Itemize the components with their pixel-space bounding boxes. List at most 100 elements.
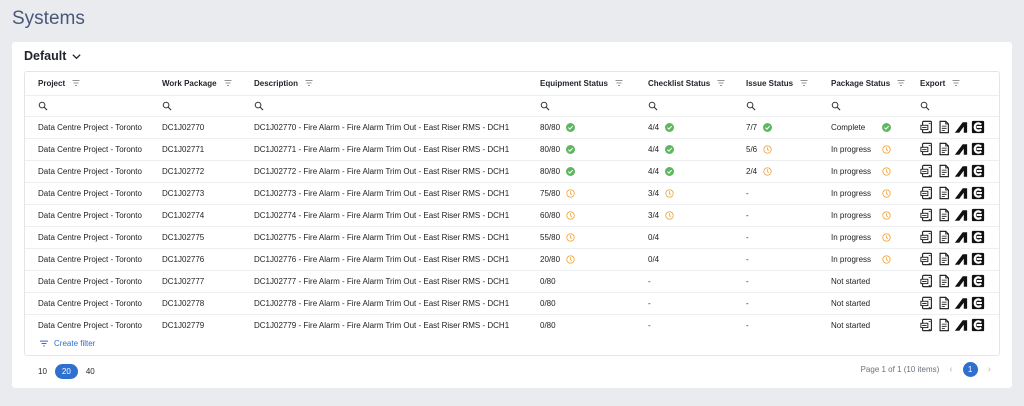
table-row[interactable]: Data Centre Project - Toronto DC1J02777 DC…	[25, 270, 999, 293]
pdf-file-icon[interactable]	[937, 120, 951, 134]
autodesk-icon[interactable]	[954, 164, 968, 178]
table-row[interactable]: Data Centre Project - Toronto DC1J02771 DC…	[25, 138, 999, 161]
pdf-file-icon[interactable]	[937, 296, 951, 310]
pdf-document-icon[interactable]	[920, 230, 934, 244]
column-filter-icon[interactable]	[304, 79, 314, 87]
autodesk-icon[interactable]	[954, 230, 968, 244]
search-icon[interactable]	[540, 101, 550, 111]
issue-status: 7/7	[746, 122, 818, 132]
search-icon[interactable]	[648, 101, 658, 111]
column-filter-icon[interactable]	[716, 79, 726, 87]
table-row[interactable]: Data Centre Project - Toronto DC1J02773 DC…	[25, 182, 999, 205]
pdf-file-icon[interactable]	[937, 186, 951, 200]
autodesk-icon[interactable]	[954, 252, 968, 266]
search-icon[interactable]	[920, 101, 930, 111]
procore-icon[interactable]	[971, 142, 985, 156]
pdf-document-icon[interactable]	[920, 120, 934, 134]
search-cell-work_package[interactable]	[149, 95, 241, 117]
procore-icon[interactable]	[971, 164, 985, 178]
search-cell-project[interactable]	[25, 95, 149, 117]
cell-export	[907, 314, 999, 336]
procore-icon[interactable]	[971, 318, 985, 332]
pdf-file-icon[interactable]	[937, 142, 951, 156]
column-filter-icon[interactable]	[951, 79, 961, 87]
pdf-file-icon[interactable]	[937, 318, 951, 332]
column-filter-icon[interactable]	[799, 79, 809, 87]
column-filter-icon[interactable]	[614, 79, 624, 87]
table-row[interactable]: Data Centre Project - Toronto DC1J02776 DC…	[25, 248, 999, 271]
column-filter-icon[interactable]	[896, 79, 906, 87]
pdf-document-icon[interactable]	[920, 164, 934, 178]
project-text: Data Centre Project - Toronto	[38, 144, 142, 154]
pdf-file-icon[interactable]	[937, 164, 951, 178]
autodesk-icon[interactable]	[954, 120, 968, 134]
search-cell-checklist[interactable]	[635, 95, 733, 117]
column-header-issue[interactable]: Issue Status	[733, 72, 818, 96]
column-header-equipment[interactable]: Equipment Status	[527, 72, 635, 96]
pdf-file-icon[interactable]	[937, 252, 951, 266]
create-filter-button[interactable]: Create filter	[40, 339, 95, 348]
column-header-project[interactable]: Project	[25, 72, 149, 96]
pdf-document-icon[interactable]	[920, 296, 934, 310]
table-row[interactable]: Data Centre Project - Toronto DC1J02772 DC…	[25, 160, 999, 183]
pdf-document-icon[interactable]	[920, 252, 934, 266]
pdf-document-icon[interactable]	[920, 142, 934, 156]
procore-icon[interactable]	[971, 120, 985, 134]
autodesk-icon[interactable]	[954, 208, 968, 222]
procore-icon[interactable]	[971, 186, 985, 200]
autodesk-icon[interactable]	[954, 296, 968, 310]
pdf-document-icon[interactable]	[920, 318, 934, 332]
procore-icon[interactable]	[971, 252, 985, 266]
description-text: DC1J02774 - Fire Alarm - Fire Alarm Trim…	[254, 210, 510, 220]
table-row[interactable]: Data Centre Project - Toronto DC1J02779 DC…	[25, 314, 999, 336]
previous-page-button[interactable]: ‹	[949, 364, 953, 375]
column-header-export[interactable]: Export	[907, 72, 999, 96]
procore-icon[interactable]	[971, 274, 985, 288]
table-row[interactable]: Data Centre Project - Toronto DC1J02775 DC…	[25, 226, 999, 249]
pdf-file-icon[interactable]	[937, 274, 951, 288]
pdf-document-icon[interactable]	[920, 208, 934, 222]
next-page-button[interactable]: ›	[987, 364, 991, 375]
search-cell-equipment[interactable]	[527, 95, 635, 117]
autodesk-icon[interactable]	[954, 186, 968, 200]
search-icon[interactable]	[38, 101, 48, 111]
page-size-option-40[interactable]: 40	[85, 367, 95, 376]
page-size-option-10[interactable]: 10	[38, 367, 47, 376]
view-selector[interactable]: Default	[24, 49, 82, 63]
search-cell-export[interactable]	[907, 95, 999, 117]
column-header-checklist[interactable]: Checklist Status	[635, 72, 733, 96]
search-icon[interactable]	[746, 101, 756, 111]
column-filter-icon[interactable]	[223, 79, 233, 87]
search-cell-package[interactable]	[818, 95, 907, 117]
column-filter-icon[interactable]	[71, 79, 81, 87]
search-cell-description[interactable]	[241, 95, 527, 117]
pdf-file-icon[interactable]	[937, 230, 951, 244]
package-status: In progress	[831, 189, 891, 198]
column-header-work_package[interactable]: Work Package	[149, 72, 241, 96]
cell-work-package: DC1J02776	[149, 248, 241, 271]
pdf-document-icon[interactable]	[920, 186, 934, 200]
pdf-file-icon[interactable]	[937, 208, 951, 222]
column-header-description[interactable]: Description	[241, 72, 527, 96]
table-row[interactable]: Data Centre Project - Toronto DC1J02770 DC…	[25, 116, 999, 139]
table-row[interactable]: Data Centre Project - Toronto DC1J02774 DC…	[25, 204, 999, 227]
page-title: Systems	[12, 8, 85, 29]
autodesk-icon[interactable]	[954, 142, 968, 156]
page-1-button[interactable]: 1	[962, 362, 978, 377]
page-size-option-20[interactable]: 20	[54, 364, 78, 379]
column-header-package[interactable]: Package Status	[818, 72, 907, 96]
search-cell-issue[interactable]	[733, 95, 818, 117]
search-icon[interactable]	[162, 101, 172, 111]
cell-checklist-status: 4/4	[635, 138, 733, 161]
procore-icon[interactable]	[971, 296, 985, 310]
procore-icon[interactable]	[971, 230, 985, 244]
equipment-status: 55/80	[540, 233, 635, 242]
pdf-document-icon[interactable]	[920, 274, 934, 288]
procore-icon[interactable]	[971, 208, 985, 222]
autodesk-icon[interactable]	[954, 318, 968, 332]
search-icon[interactable]	[831, 101, 841, 111]
cell-description: DC1J02778 - Fire Alarm - Fire Alarm Trim…	[241, 292, 527, 315]
table-row[interactable]: Data Centre Project - Toronto DC1J02778 DC…	[25, 292, 999, 315]
search-icon[interactable]	[254, 101, 264, 111]
autodesk-icon[interactable]	[954, 274, 968, 288]
